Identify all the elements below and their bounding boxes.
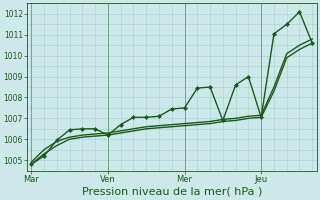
X-axis label: Pression niveau de la mer( hPa ): Pression niveau de la mer( hPa ) [82, 187, 262, 197]
